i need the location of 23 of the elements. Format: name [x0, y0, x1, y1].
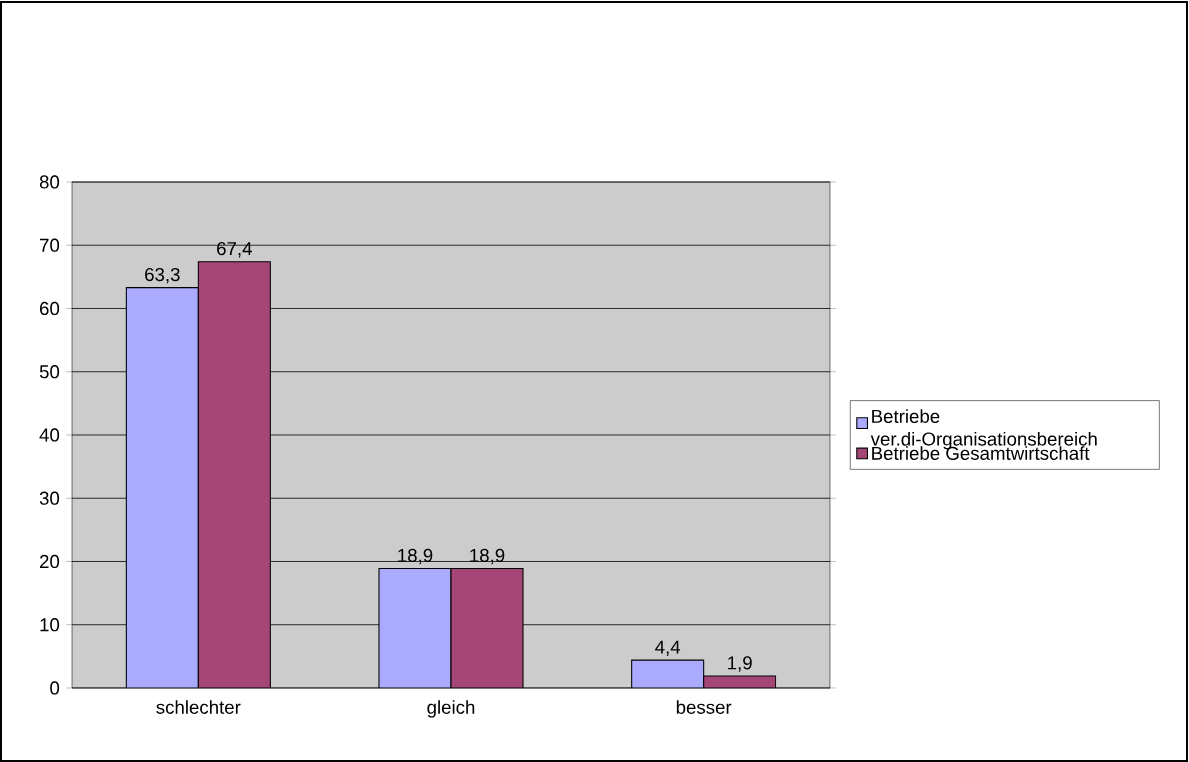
y-tick-label: 80 — [39, 175, 60, 189]
bar — [125, 287, 199, 688]
y-tick-label: 20 — [40, 554, 60, 569]
bar — [197, 261, 271, 688]
y-tick-label: 60 — [40, 301, 60, 316]
y-tick-label: 50 — [39, 365, 60, 379]
data-label: 67,4 — [217, 241, 252, 258]
y-tick-label: 70 — [40, 238, 60, 252]
y-tick-label: 40 — [39, 428, 60, 442]
bar — [450, 567, 524, 688]
y-tick-label: 0 — [50, 681, 60, 695]
data-label: 1,9 — [728, 656, 752, 672]
y-tick-label: 10 — [40, 618, 60, 632]
data-label: 4,4 — [655, 640, 681, 656]
data-label: 63,3 — [145, 267, 180, 284]
data-label: 18,9 — [470, 548, 505, 565]
bar — [631, 659, 705, 688]
data-label: 18,9 — [398, 548, 433, 565]
y-tick-label: 30 — [39, 491, 60, 505]
x-tick-label: schlechter — [156, 700, 241, 714]
bar — [378, 567, 452, 688]
x-tick-label: gleich — [427, 700, 475, 718]
x-tick-label: besser — [676, 700, 732, 714]
